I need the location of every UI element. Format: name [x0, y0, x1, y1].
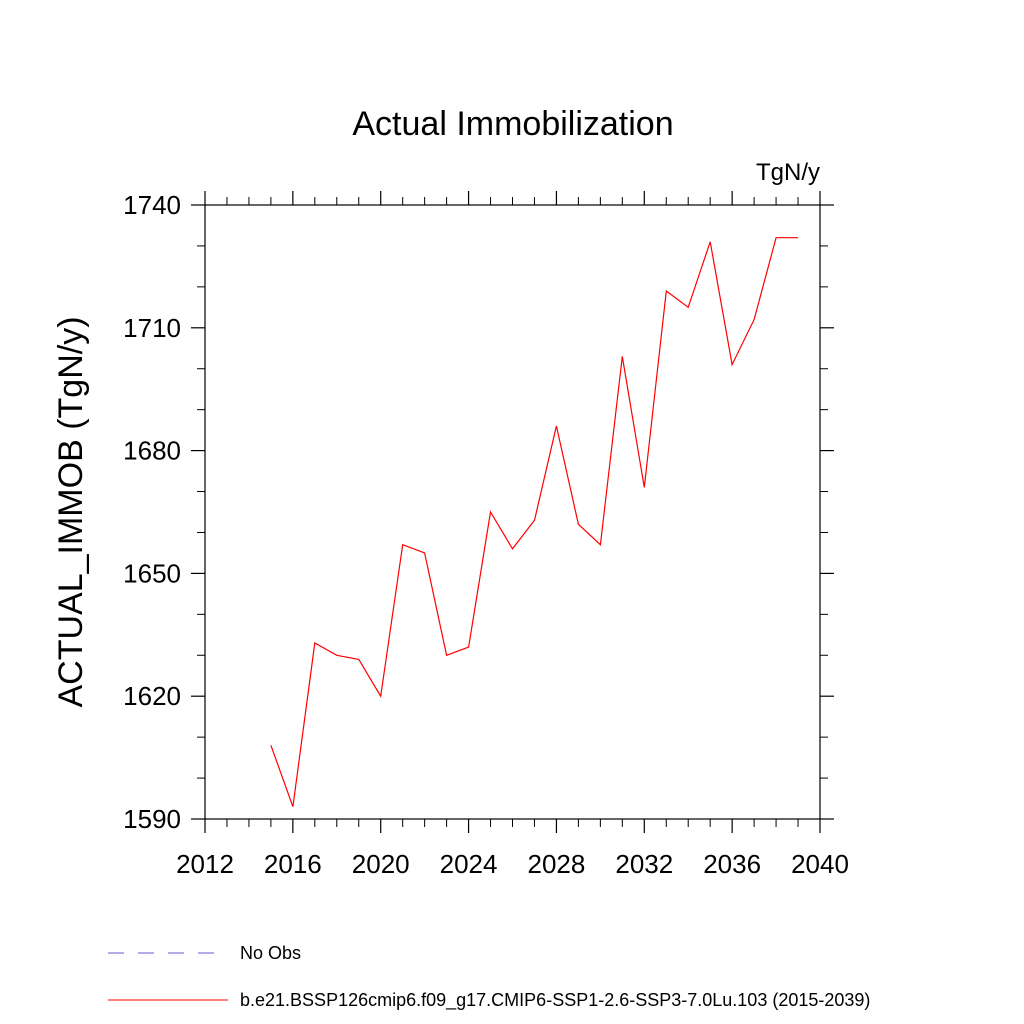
y-tick-label: 1740	[123, 190, 181, 220]
series-line	[270, 237, 798, 807]
y-tick-label: 1680	[123, 436, 181, 466]
y-tick-label: 1620	[123, 681, 181, 711]
y-tick-label: 1710	[123, 313, 181, 343]
series-layer	[270, 237, 798, 807]
y-axis-label: ACTUAL_IMMOB (TgN/y)	[52, 316, 90, 707]
legend-label: No Obs	[240, 943, 301, 963]
plot-frame	[204, 204, 821, 820]
axis-ticks: 2012 2016 2020 2024 2028 2032 2036 2040 1590 1620…	[123, 190, 849, 879]
legend-label: b.e21.BSSP126cmip6.f09_g17.CMIP6-SSP1-2.…	[240, 990, 870, 1011]
x-tick-label: 2024	[440, 849, 498, 879]
x-tick-label: 2028	[528, 849, 586, 879]
x-tick-label: 2016	[264, 849, 322, 879]
x-tick-label: 2036	[703, 849, 761, 879]
y-tick-label: 1650	[123, 558, 181, 588]
x-tick-label: 2020	[352, 849, 410, 879]
legend: No Obs b.e21.BSSP126cmip6.f09_g17.CMIP6-S…	[108, 943, 870, 1011]
chart-title: Actual Immobilization	[352, 105, 673, 143]
units-label: TgN/y	[756, 159, 820, 186]
y-tick-label: 1590	[123, 804, 181, 834]
x-tick-label: 2040	[791, 849, 849, 879]
x-tick-label: 2012	[176, 849, 234, 879]
x-tick-label: 2032	[615, 849, 673, 879]
